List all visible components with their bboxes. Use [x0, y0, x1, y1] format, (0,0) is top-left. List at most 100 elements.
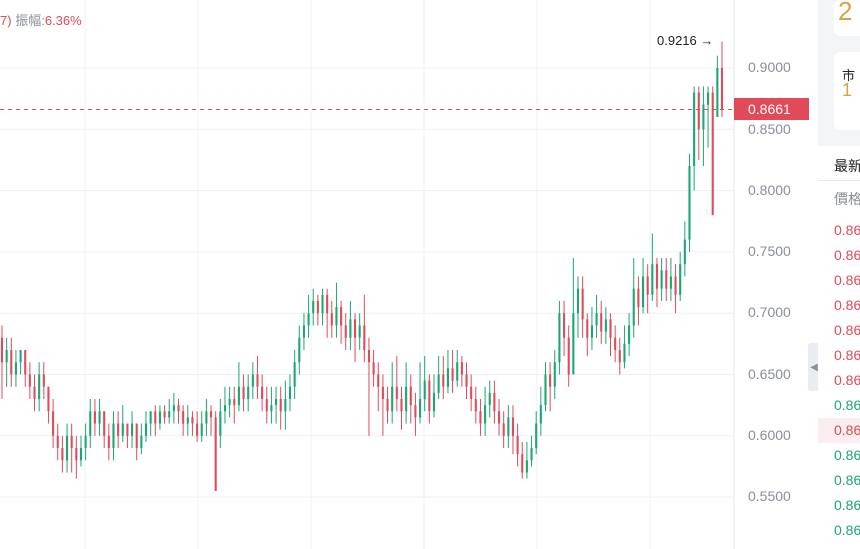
- trade-price: 0.86: [834, 497, 860, 513]
- market-card: 市 1: [834, 52, 860, 130]
- candle-body: [205, 411, 208, 424]
- trade-row: 0.86: [818, 393, 860, 418]
- candle-body: [576, 288, 580, 314]
- candle-body: [14, 362, 17, 375]
- candle-body: [493, 392, 496, 412]
- candle-body: [121, 423, 124, 436]
- candle-body: [126, 423, 129, 436]
- trade-price: 0.86: [834, 297, 860, 313]
- candle-body: [140, 435, 143, 449]
- candle-body: [386, 399, 389, 412]
- candle-body: [52, 411, 55, 436]
- candle-body: [539, 405, 542, 424]
- candle-body: [302, 325, 305, 338]
- candle-body: [567, 337, 570, 375]
- candle-body: [572, 313, 575, 375]
- candle-body: [716, 68, 719, 118]
- candle-body: [372, 362, 375, 375]
- candle-body: [367, 349, 371, 363]
- trade-row: 0.86: [818, 243, 860, 268]
- candle-body: [358, 325, 361, 338]
- trade-price: 0.86: [834, 472, 860, 488]
- candle-body: [432, 392, 436, 412]
- candle-body: [275, 399, 278, 406]
- candle-body: [632, 288, 635, 326]
- candle-body: [261, 386, 264, 400]
- candle-body: [525, 460, 528, 473]
- candle-body: [660, 270, 663, 289]
- candle-body: [256, 374, 259, 387]
- candle-body: [191, 417, 194, 424]
- candle-body: [103, 411, 106, 436]
- candle-body: [172, 405, 175, 412]
- candle-body: [451, 368, 454, 381]
- candle-body: [419, 399, 422, 418]
- tab-latest[interactable]: 最新: [834, 158, 860, 174]
- candle-body: [131, 423, 134, 436]
- candle-body: [219, 411, 222, 436]
- amplitude-label: 振幅:: [15, 13, 45, 28]
- candle-body: [28, 374, 31, 387]
- candle-body: [614, 337, 617, 350]
- candle-body: [242, 386, 245, 400]
- candle-body: [669, 276, 672, 289]
- summary-card: 2: [834, 0, 860, 36]
- candle-body: [335, 307, 338, 326]
- candle-body: [186, 417, 189, 424]
- candle-body: [600, 313, 603, 332]
- candle-body: [233, 399, 236, 406]
- candle-body: [651, 264, 654, 295]
- candle-body: [502, 423, 505, 436]
- candle-body: [154, 411, 157, 424]
- candle-body: [623, 343, 626, 363]
- candle-body: [428, 380, 431, 412]
- candle-body: [223, 405, 227, 412]
- candle-body: [442, 374, 445, 387]
- candle-body: [182, 411, 185, 424]
- candle-body: [326, 294, 329, 314]
- candle-body: [196, 423, 199, 436]
- chevron-left-icon: ◀: [810, 361, 818, 373]
- price-chart[interactable]: 7) 振幅:6.36% 0.9216 → 0.9000 0.8500 0.800…: [0, 0, 810, 549]
- candle-body: [98, 411, 101, 424]
- candle-body: [75, 448, 78, 461]
- candle-body: [665, 270, 668, 289]
- trades-panel: 最新 價格 0.86 0.86 0.86 0.86 0.86 0.86 0.86 0.86 0.…: [818, 146, 860, 549]
- candle-body: [251, 374, 254, 387]
- candle-body: [33, 386, 36, 400]
- candle-body: [353, 319, 357, 338]
- candle-body: [479, 411, 482, 424]
- y-tick-label: 0.6000: [748, 427, 791, 443]
- candle-body: [655, 264, 659, 289]
- candle-body: [423, 380, 426, 400]
- candle-body: [720, 68, 724, 110]
- trade-price: 0.86: [834, 347, 860, 363]
- trade-row: 0.86: [818, 518, 860, 543]
- candlestick-chart[interactable]: [0, 0, 810, 549]
- candle-body: [437, 374, 440, 393]
- candle-body: [47, 386, 50, 412]
- candle-body: [0, 337, 4, 363]
- candle-body: [163, 411, 166, 418]
- y-tick-label: 0.7500: [748, 243, 791, 259]
- candle-body: [237, 386, 240, 406]
- trade-row: 0.86: [818, 268, 860, 293]
- candle-body: [279, 399, 282, 412]
- candle-body: [553, 362, 556, 387]
- candle-body: [641, 276, 645, 308]
- trade-row: 0.86: [818, 343, 860, 368]
- trade-price: 0.86: [834, 372, 860, 388]
- candle-body: [563, 313, 566, 338]
- candle-body: [265, 399, 268, 412]
- candle-body: [89, 411, 92, 436]
- candle-body: [5, 349, 8, 363]
- current-price-tag: 0.8661: [734, 98, 809, 120]
- trade-price: 0.86: [834, 397, 860, 413]
- candle-body: [316, 300, 319, 314]
- candle-body: [707, 92, 710, 105]
- collapse-panel-handle[interactable]: ◀: [808, 343, 820, 391]
- candle-body: [674, 276, 677, 295]
- candle-body: [400, 399, 403, 412]
- y-tick-label: 0.6500: [748, 366, 791, 382]
- candle-body: [247, 386, 250, 400]
